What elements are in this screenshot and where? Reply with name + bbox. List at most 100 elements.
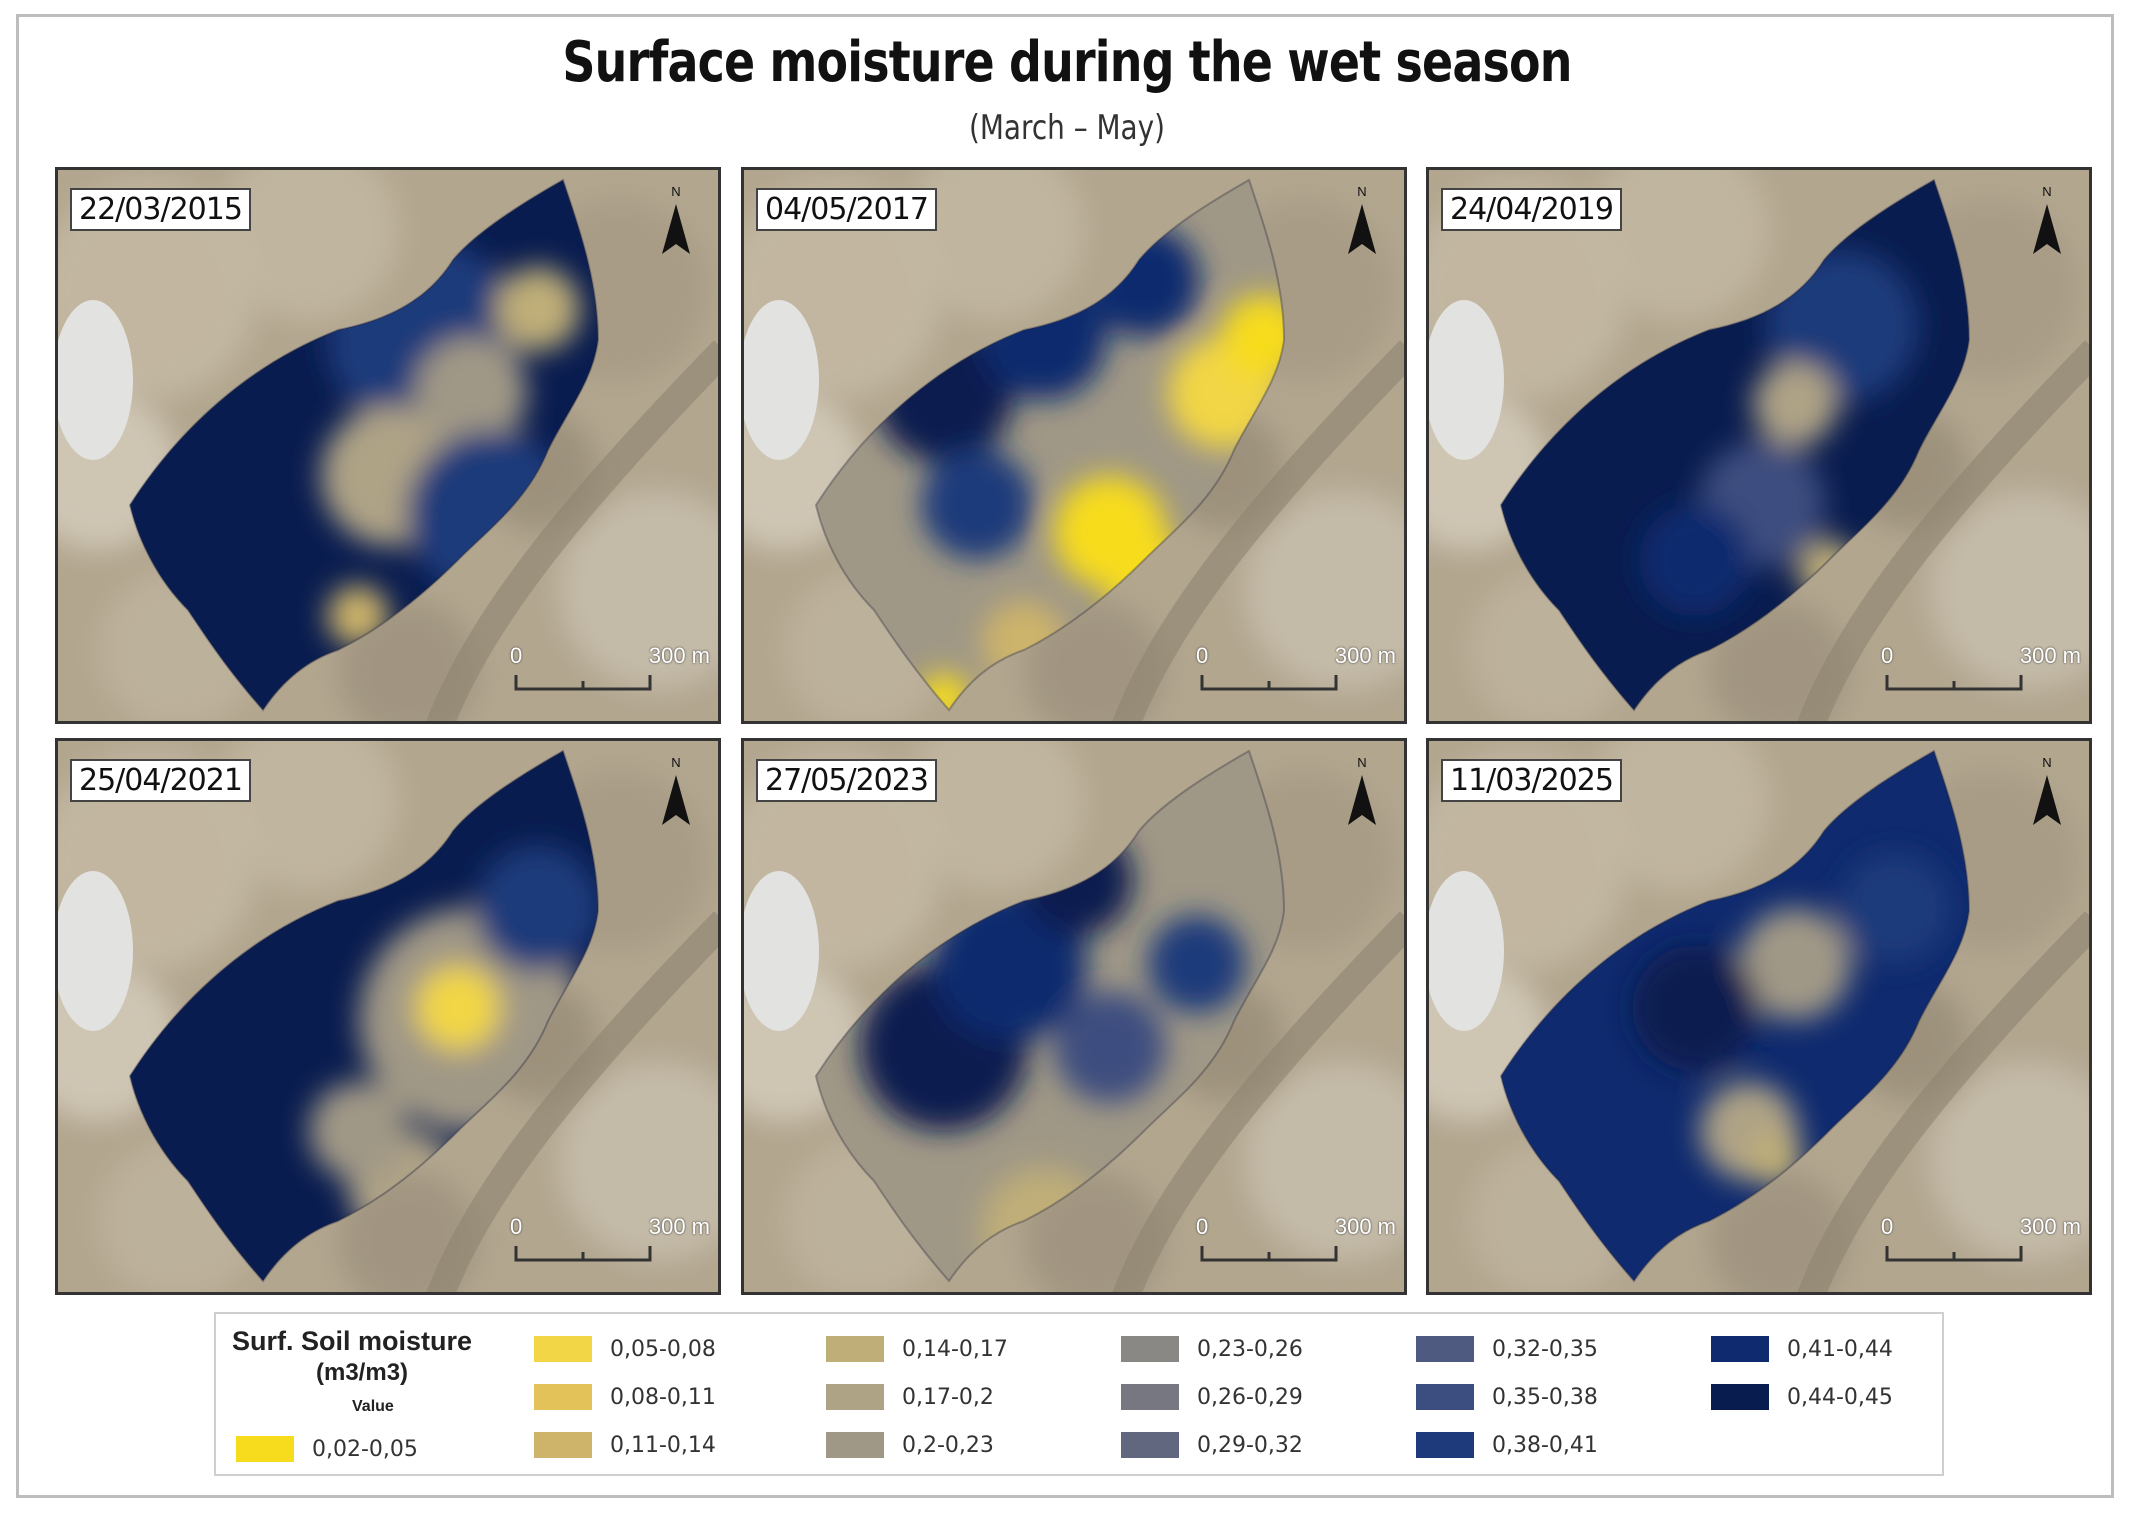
scale-bar: 0 300 m — [1196, 1214, 1396, 1274]
ridge — [426, 911, 718, 1292]
terrain-patch — [558, 1061, 718, 1261]
legend-item: 0,02-0,05 — [236, 1432, 418, 1466]
moisture-patch — [1054, 991, 1166, 1103]
panel-date: 27/05/2023 — [756, 759, 937, 802]
map-panel: 04/05/2017 N 0 300 m — [741, 167, 1407, 724]
legend-swatch — [1416, 1432, 1474, 1458]
catchment-outline — [128, 178, 600, 712]
moisture-patch — [918, 673, 970, 710]
scale-end: 300 m — [2019, 1214, 2081, 1239]
scale-start: 0 — [1196, 1214, 1209, 1239]
panel-date: 11/03/2025 — [1441, 759, 1622, 802]
legend-item: 0,26-0,29 — [1121, 1380, 1303, 1414]
legend-swatch — [236, 1436, 294, 1462]
legend-item: 0,35-0,38 — [1416, 1380, 1598, 1414]
north-letter: N — [1357, 755, 1366, 770]
moisture-patch — [1639, 504, 1751, 616]
north-letter: N — [1357, 184, 1366, 199]
legend-item: 0,44-0,45 — [1711, 1380, 1893, 1414]
moisture-patch — [416, 966, 500, 1050]
scale-end: 300 m — [1334, 643, 1396, 668]
legend-item: 0,14-0,17 — [826, 1332, 1008, 1366]
satellite-map — [744, 741, 1404, 1292]
legend-item: 0,32-0,35 — [1416, 1332, 1598, 1366]
ridge — [1112, 340, 1404, 721]
legend-item: 0,2-0,23 — [826, 1428, 994, 1462]
catchment-outline — [1499, 749, 1971, 1283]
legend-swatch — [1711, 1336, 1769, 1362]
legend-label: 0,14-0,17 — [902, 1336, 1008, 1362]
pale-patch — [744, 871, 819, 1031]
pale-patch — [1429, 300, 1504, 460]
legend-label: 0,23-0,26 — [1197, 1336, 1303, 1362]
legend-value-label: Value — [352, 1398, 394, 1415]
ridge — [1797, 911, 2089, 1292]
satellite-map — [744, 170, 1404, 721]
moisture-patch — [1148, 915, 1246, 1013]
moisture-patch — [309, 1082, 407, 1180]
map-panel: 11/03/2025 N 0 300 m — [1426, 738, 2092, 1295]
terrain-patch — [1244, 1061, 1404, 1261]
map-panel: 25/04/2021 N 0 300 m — [55, 738, 721, 1295]
scale-bar: 0 300 m — [510, 643, 710, 703]
north-arrow-icon: N — [1342, 182, 1382, 262]
legend-swatch — [1121, 1336, 1179, 1362]
legend-label: 0,44-0,45 — [1787, 1384, 1893, 1410]
legend: Surf. Soil moisture (m3/m3) Value 0,02-0… — [214, 1312, 1944, 1476]
legend-label: 0,11-0,14 — [610, 1432, 716, 1458]
north-letter: N — [671, 755, 680, 770]
terrain-patch — [904, 741, 1084, 891]
legend-swatch — [534, 1432, 592, 1458]
legend-unit: (m3/m3) — [316, 1359, 409, 1386]
panel-date: 22/03/2015 — [70, 188, 251, 231]
scale-bar: 0 300 m — [1881, 1214, 2081, 1274]
legend-label: 0,08-0,11 — [610, 1384, 716, 1410]
moisture-patch — [1739, 908, 1851, 1020]
legend-item: 0,17-0,2 — [826, 1380, 994, 1414]
legend-label: 0,35-0,38 — [1492, 1384, 1598, 1410]
map-panel: 24/04/2019 N 0 300 m — [1426, 167, 2092, 724]
legend-item: 0,11-0,14 — [534, 1428, 716, 1462]
north-letter: N — [2042, 755, 2051, 770]
legend-swatch — [1416, 1384, 1474, 1410]
ridge — [1112, 911, 1404, 1292]
legend-label: 0,26-0,29 — [1197, 1384, 1303, 1410]
north-arrow-icon: N — [1342, 753, 1382, 833]
pale-patch — [1429, 871, 1504, 1031]
moisture-patch — [1221, 295, 1284, 379]
legend-item: 0,29-0,32 — [1121, 1428, 1303, 1462]
legend-label: 0,17-0,2 — [902, 1384, 994, 1410]
terrain-patch — [218, 741, 398, 891]
moisture-patch — [415, 337, 527, 449]
legend-label: 0,02-0,05 — [312, 1436, 418, 1462]
north-letter: N — [671, 184, 680, 199]
pale-patch — [58, 300, 133, 460]
scale-end: 300 m — [1334, 1214, 1396, 1239]
ridge — [1797, 340, 2089, 721]
scale-start: 0 — [1881, 1214, 1894, 1239]
legend-label: 0,41-0,44 — [1787, 1336, 1893, 1362]
north-arrow-icon: N — [2027, 182, 2067, 262]
pale-patch — [744, 300, 819, 460]
terrain-patch — [558, 490, 718, 690]
satellite-map — [58, 741, 718, 1292]
satellite-map — [58, 170, 718, 721]
panel-date: 04/05/2017 — [756, 188, 937, 231]
map-panel: 27/05/2023 N 0 300 m — [741, 738, 1407, 1295]
legend-label: 0,38-0,41 — [1492, 1432, 1598, 1458]
scale-start: 0 — [1881, 643, 1894, 668]
legend-label: 0,2-0,23 — [902, 1432, 994, 1458]
terrain-patch — [1929, 490, 2089, 690]
north-arrow-icon: N — [656, 753, 696, 833]
terrain-patch — [1929, 1061, 2089, 1261]
legend-item: 0,08-0,11 — [534, 1380, 716, 1414]
pale-patch — [58, 871, 133, 1031]
legend-swatch — [826, 1432, 884, 1458]
terrain-patch — [218, 170, 398, 320]
moisture-patch — [475, 845, 598, 971]
legend-swatch — [1121, 1384, 1179, 1410]
legend-swatch — [534, 1384, 592, 1410]
north-arrow-icon: N — [2027, 753, 2067, 833]
figure-title: Surface moisture during the wet season — [562, 30, 1572, 95]
satellite-map — [1429, 741, 2089, 1292]
